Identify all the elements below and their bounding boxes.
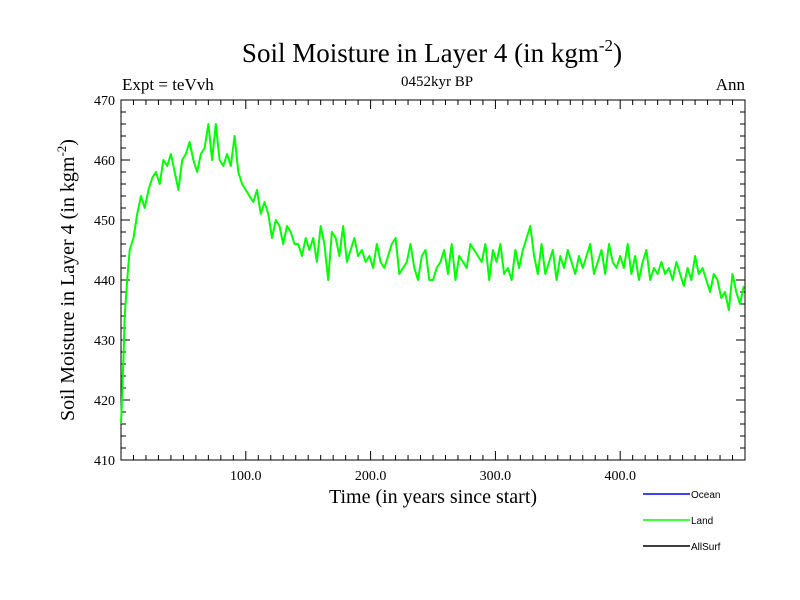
x-tick-label: 400.0 bbox=[604, 469, 636, 484]
x-axis-label: Time (in years since start) bbox=[329, 486, 537, 508]
chart-title: Soil Moisture in Layer 4 (in kgm-2) bbox=[242, 36, 622, 68]
y-tick-label: 430 bbox=[94, 334, 115, 349]
y-tick-label: 460 bbox=[94, 154, 115, 169]
season-label: Ann bbox=[716, 75, 746, 94]
x-tick-label: 200.0 bbox=[355, 469, 387, 484]
y-axis-label: Soil Moisture in Layer 4 (in kgm-2) bbox=[54, 139, 79, 421]
series-line-land bbox=[120, 123, 745, 425]
y-tick-label: 410 bbox=[94, 454, 115, 469]
y-tick-label: 440 bbox=[94, 274, 115, 289]
x-axis: 100.0 200.0 300.0 400.0 bbox=[132, 100, 734, 484]
legend-label-ocean: Ocean bbox=[691, 490, 720, 501]
chart-subtitle: 0452kyr BP bbox=[401, 74, 473, 90]
y-axis: 410 420 430 440 450 460 470 bbox=[94, 94, 745, 469]
y-tick-label: 420 bbox=[94, 394, 115, 409]
x-tick-label: 300.0 bbox=[480, 469, 512, 484]
legend: Ocean Land AllSurf bbox=[643, 490, 721, 553]
legend-label-allsurf: AllSurf bbox=[691, 542, 721, 553]
x-tick-label: 100.0 bbox=[230, 469, 262, 484]
legend-label-land: Land bbox=[691, 516, 713, 527]
plot-area bbox=[120, 123, 745, 425]
experiment-label: Expt = teVvh bbox=[122, 75, 214, 94]
y-tick-label: 450 bbox=[94, 214, 115, 229]
y-tick-label: 470 bbox=[94, 94, 115, 109]
